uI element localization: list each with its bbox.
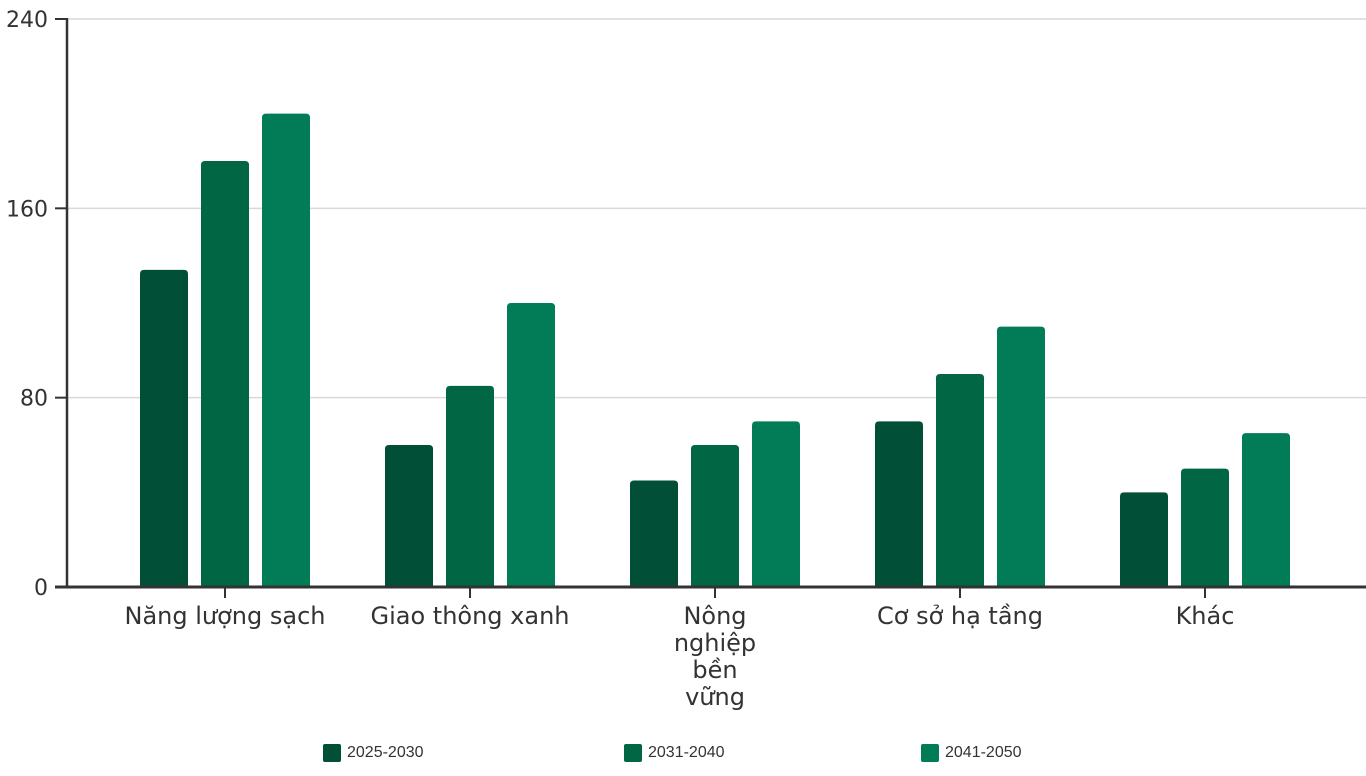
legend-item-2031-2040: 2031-2040 [624,744,725,762]
bar-2031-2040-1 [446,385,494,587]
y-tick-label-80: 80 [20,387,48,412]
bar-2041-2050-0 [262,113,310,588]
x-tick-label-1: Giao thông xanh [371,602,570,630]
bar-2025-2030-1 [385,445,433,587]
legend-swatch-2031-2040 [624,744,642,762]
bar-2041-2050-1 [507,303,555,587]
legend-label-2025-2030: 2025-2030 [347,744,424,761]
legend-item-2041-2050: 2041-2050 [921,744,1022,762]
legend-label-2031-2040: 2031-2040 [648,744,725,761]
bar-2025-2030-2 [630,480,678,587]
legend-item-2025-2030: 2025-2030 [323,744,424,762]
x-tick-label-2: Nông nghiệp bền vững [674,602,756,711]
bar-2031-2040-4 [1181,468,1229,587]
y-tick-label-160: 160 [6,197,48,222]
bar-2025-2030-0 [140,269,188,587]
legend-swatch-2025-2030 [323,744,341,762]
bar-2031-2040-0 [201,161,249,587]
x-tick-label-0: Năng lượng sạch [125,602,326,630]
legend-label-2041-2050: 2041-2050 [945,744,1022,761]
legend-swatch-2041-2050 [921,744,939,762]
x-tick-label-3: Cơ sở hạ tầng [877,602,1043,630]
bar-2041-2050-4 [1242,433,1290,587]
y-tick-label-0: 0 [34,576,48,601]
bar-2041-2050-3 [997,326,1045,587]
bar-2025-2030-4 [1120,492,1168,587]
bar-2041-2050-2 [752,421,800,587]
bar-2025-2030-3 [875,421,923,587]
y-tick-label-240: 240 [6,8,48,33]
legend: 2025-2030 2031-2040 2041-2050 [0,744,1366,768]
bar-2031-2040-2 [691,445,739,587]
x-tick-label-4: Khác [1176,602,1235,630]
bar-2031-2040-3 [936,374,984,587]
bar-chart: 0 80 160 240 Năng lượng sạch Giao thông xanh N… [6,8,1366,711]
